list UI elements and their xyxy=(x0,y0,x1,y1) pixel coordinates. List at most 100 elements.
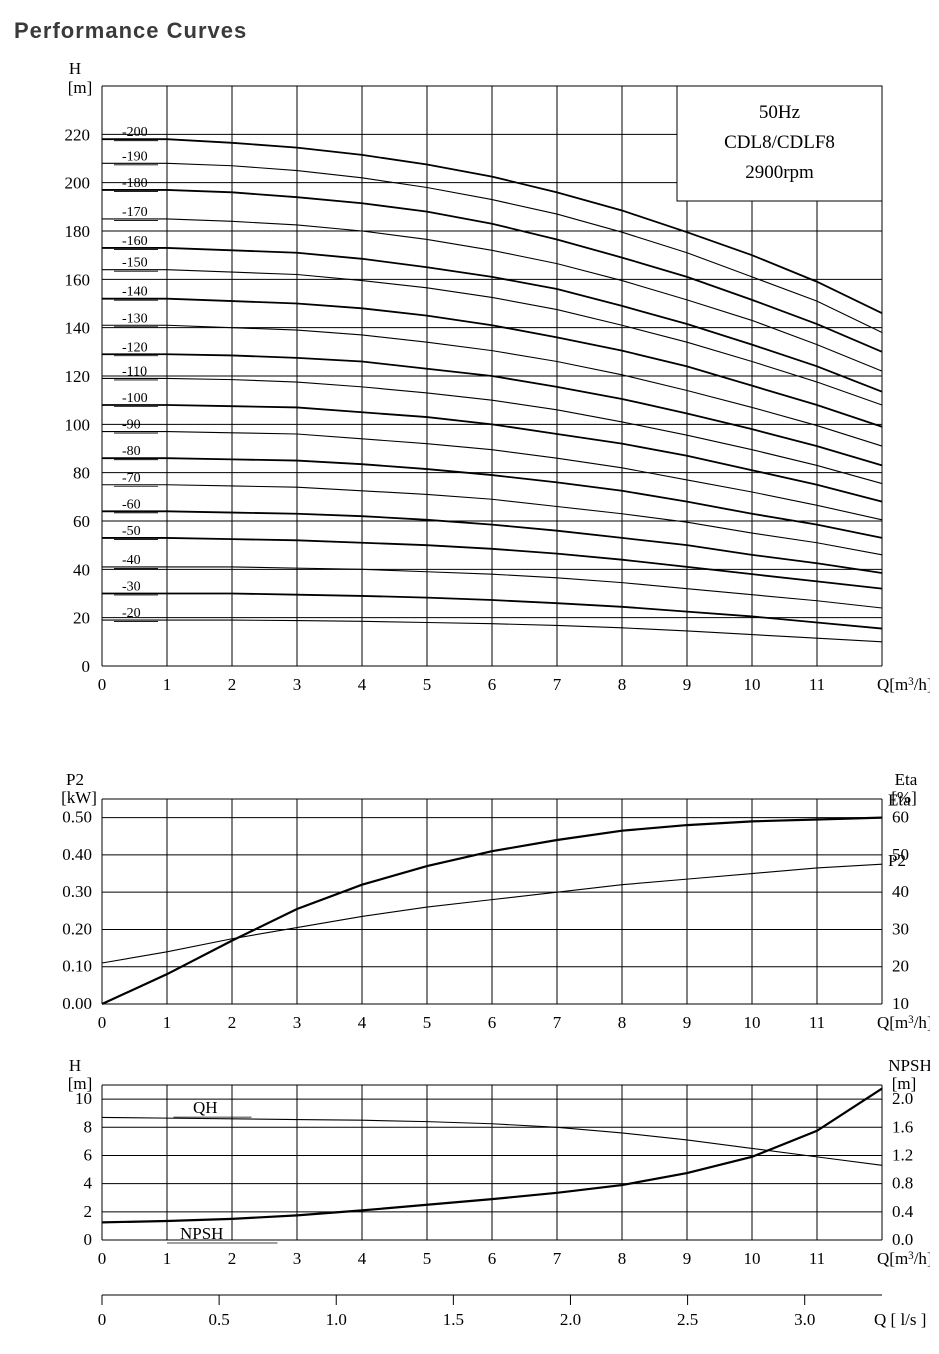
svg-text:180: 180 xyxy=(65,222,91,241)
svg-text:6: 6 xyxy=(488,1249,497,1268)
svg-text:[m]: [m] xyxy=(68,78,93,97)
svg-text:200: 200 xyxy=(65,174,91,193)
svg-text:1.0: 1.0 xyxy=(326,1310,347,1329)
svg-text:10: 10 xyxy=(744,675,761,694)
svg-text:-20: -20 xyxy=(122,606,141,621)
svg-text:20: 20 xyxy=(73,609,90,628)
svg-text:-70: -70 xyxy=(122,471,141,486)
svg-text:0.5: 0.5 xyxy=(208,1310,229,1329)
svg-text:-110: -110 xyxy=(122,364,147,379)
svg-text:Q[m3/h]: Q[m3/h] xyxy=(877,1013,930,1032)
svg-text:80: 80 xyxy=(73,464,90,483)
svg-text:Eta: Eta xyxy=(888,791,911,810)
head-flow-chart: 0204060801001201401601802002200123456789… xyxy=(10,56,930,761)
svg-text:10: 10 xyxy=(892,994,909,1013)
svg-text:H: H xyxy=(69,1056,81,1075)
svg-text:Eta: Eta xyxy=(895,770,918,789)
svg-text:8: 8 xyxy=(84,1117,93,1136)
svg-text:1: 1 xyxy=(163,675,172,694)
svg-text:-120: -120 xyxy=(122,340,148,355)
svg-text:140: 140 xyxy=(65,319,91,338)
svg-text:3.0: 3.0 xyxy=(794,1310,815,1329)
svg-text:-140: -140 xyxy=(122,285,148,300)
svg-text:0.10: 0.10 xyxy=(62,957,92,976)
flow-ls-scale: 00.51.01.52.02.53.0Q [ l/s ] xyxy=(10,1285,930,1335)
svg-text:0.8: 0.8 xyxy=(892,1174,913,1193)
svg-text:0.40: 0.40 xyxy=(62,845,92,864)
svg-text:3: 3 xyxy=(293,675,302,694)
svg-text:11: 11 xyxy=(809,675,825,694)
svg-text:1.2: 1.2 xyxy=(892,1145,913,1164)
svg-text:-180: -180 xyxy=(122,176,148,191)
svg-text:[m]: [m] xyxy=(68,1074,93,1093)
svg-text:-50: -50 xyxy=(122,524,141,539)
svg-text:3: 3 xyxy=(293,1249,302,1268)
svg-text:7: 7 xyxy=(553,1249,562,1268)
svg-text:10: 10 xyxy=(744,1249,761,1268)
svg-text:Q[m3/h]: Q[m3/h] xyxy=(877,1249,930,1268)
svg-text:0.0: 0.0 xyxy=(892,1230,913,1249)
svg-text:40: 40 xyxy=(892,882,909,901)
svg-text:5: 5 xyxy=(423,675,432,694)
svg-text:-100: -100 xyxy=(122,391,148,406)
svg-text:2.0: 2.0 xyxy=(560,1310,581,1329)
svg-text:6: 6 xyxy=(488,675,497,694)
svg-text:2: 2 xyxy=(228,1249,237,1268)
svg-text:-150: -150 xyxy=(122,256,148,271)
svg-text:3: 3 xyxy=(293,1013,302,1032)
svg-text:-80: -80 xyxy=(122,444,141,459)
svg-text:NPSH: NPSH xyxy=(180,1224,223,1243)
svg-text:-130: -130 xyxy=(122,311,148,326)
svg-text:60: 60 xyxy=(892,808,909,827)
svg-text:5: 5 xyxy=(423,1249,432,1268)
svg-text:2: 2 xyxy=(228,675,237,694)
svg-text:8: 8 xyxy=(618,1249,627,1268)
svg-text:0: 0 xyxy=(98,1013,107,1032)
svg-text:1: 1 xyxy=(163,1013,172,1032)
svg-text:11: 11 xyxy=(809,1013,825,1032)
svg-text:7: 7 xyxy=(553,1013,562,1032)
svg-text:6: 6 xyxy=(84,1145,93,1164)
svg-text:-40: -40 xyxy=(122,553,141,568)
svg-text:-30: -30 xyxy=(122,580,141,595)
svg-text:2: 2 xyxy=(84,1202,93,1221)
svg-text:9: 9 xyxy=(683,1249,692,1268)
svg-text:0.4: 0.4 xyxy=(892,1202,914,1221)
svg-text:0.30: 0.30 xyxy=(62,882,92,901)
svg-text:4: 4 xyxy=(358,675,367,694)
svg-text:NPSH: NPSH xyxy=(888,1056,930,1075)
svg-text:-190: -190 xyxy=(122,149,148,164)
svg-text:220: 220 xyxy=(65,125,91,144)
svg-text:QH: QH xyxy=(193,1098,218,1117)
svg-text:1: 1 xyxy=(163,1249,172,1268)
power-efficiency-chart: 0.000.100.200.300.400.501020304050600123… xyxy=(10,767,930,1047)
svg-text:0.20: 0.20 xyxy=(62,919,92,938)
svg-text:0: 0 xyxy=(84,1230,93,1249)
svg-text:120: 120 xyxy=(65,367,91,386)
svg-text:8: 8 xyxy=(618,675,627,694)
svg-text:6: 6 xyxy=(488,1013,497,1032)
svg-text:20: 20 xyxy=(892,957,909,976)
svg-text:60: 60 xyxy=(73,512,90,531)
svg-text:-160: -160 xyxy=(122,234,148,249)
svg-text:50Hz: 50Hz xyxy=(759,102,800,123)
svg-text:P2: P2 xyxy=(66,770,84,789)
svg-text:[m]: [m] xyxy=(892,1074,917,1093)
svg-text:Q [ l/s ]: Q [ l/s ] xyxy=(874,1310,926,1329)
svg-text:P2: P2 xyxy=(888,851,906,870)
svg-text:40: 40 xyxy=(73,560,90,579)
svg-text:-170: -170 xyxy=(122,205,148,220)
svg-text:0: 0 xyxy=(98,675,107,694)
svg-text:4: 4 xyxy=(358,1013,367,1032)
page-title: Performance Curves xyxy=(14,18,939,44)
svg-text:2: 2 xyxy=(228,1013,237,1032)
svg-text:4: 4 xyxy=(84,1174,93,1193)
svg-text:7: 7 xyxy=(553,675,562,694)
svg-text:0.50: 0.50 xyxy=(62,808,92,827)
svg-text:11: 11 xyxy=(809,1249,825,1268)
svg-text:0: 0 xyxy=(98,1310,107,1329)
svg-text:1.6: 1.6 xyxy=(892,1117,913,1136)
svg-text:Q[m3/h]: Q[m3/h] xyxy=(877,675,930,694)
svg-text:0.00: 0.00 xyxy=(62,994,92,1013)
svg-text:2.5: 2.5 xyxy=(677,1310,698,1329)
